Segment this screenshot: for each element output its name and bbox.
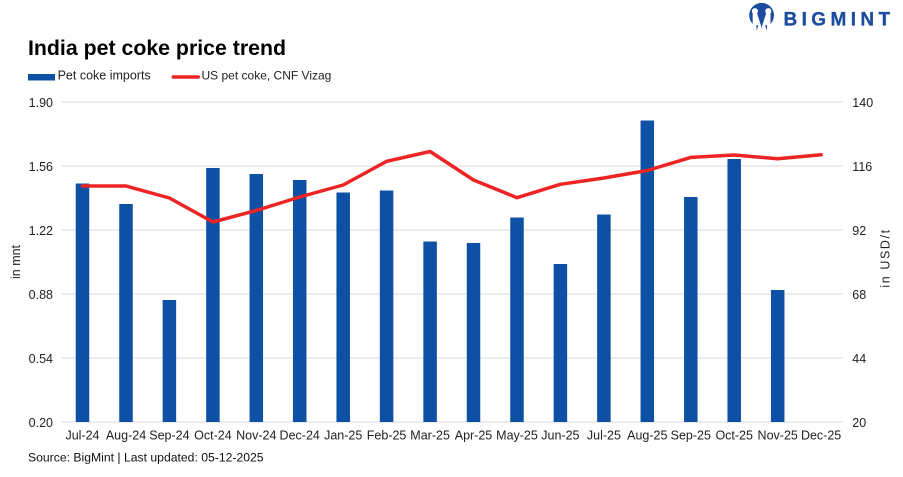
svg-text:Sep-25: Sep-25 [671, 429, 711, 443]
svg-text:Dec-24: Dec-24 [280, 429, 320, 443]
svg-text:Feb-25: Feb-25 [367, 429, 407, 443]
svg-text:Oct-24: Oct-24 [194, 429, 232, 443]
svg-text:0.54: 0.54 [29, 352, 53, 366]
svg-text:Sep-24: Sep-24 [149, 429, 189, 443]
svg-text:Apr-25: Apr-25 [455, 429, 493, 443]
svg-text:US pet coke, CNF Vizag: US pet coke, CNF Vizag [202, 69, 332, 83]
svg-text:0.20: 0.20 [29, 416, 53, 430]
svg-text:Aug-24: Aug-24 [106, 429, 146, 443]
svg-text:68: 68 [852, 288, 866, 302]
svg-text:Nov-25: Nov-25 [758, 429, 798, 443]
svg-text:in USD/t: in USD/t [878, 228, 892, 287]
svg-text:BIGMINT: BIGMINT [784, 10, 895, 31]
svg-text:140: 140 [852, 96, 873, 110]
svg-text:Nov-24: Nov-24 [236, 429, 276, 443]
svg-text:92: 92 [852, 224, 866, 238]
svg-text:Jul-24: Jul-24 [65, 429, 99, 443]
svg-text:44: 44 [852, 352, 866, 366]
svg-text:1.56: 1.56 [29, 160, 53, 174]
svg-text:Pet coke imports: Pet coke imports [58, 69, 151, 83]
svg-text:May-25: May-25 [496, 429, 538, 443]
svg-text:India pet coke price trend: India pet coke price trend [28, 36, 286, 60]
svg-text:Aug-25: Aug-25 [627, 429, 667, 443]
svg-text:in mnt: in mnt [9, 244, 23, 279]
svg-text:20: 20 [852, 416, 866, 430]
svg-text:Mar-25: Mar-25 [410, 429, 450, 443]
svg-text:Jan-25: Jan-25 [324, 429, 362, 443]
svg-text:Source: BigMint | Last updated: Source: BigMint | Last updated: 05-12-20… [28, 451, 264, 465]
svg-text:Dec-25: Dec-25 [801, 429, 841, 443]
svg-text:1.90: 1.90 [29, 96, 53, 110]
svg-text:Oct-25: Oct-25 [715, 429, 753, 443]
svg-text:Jul-25: Jul-25 [587, 429, 621, 443]
svg-text:Jun-25: Jun-25 [541, 429, 579, 443]
svg-text:0.88: 0.88 [29, 288, 53, 302]
svg-text:1.22: 1.22 [29, 224, 53, 238]
svg-text:116: 116 [852, 160, 872, 174]
